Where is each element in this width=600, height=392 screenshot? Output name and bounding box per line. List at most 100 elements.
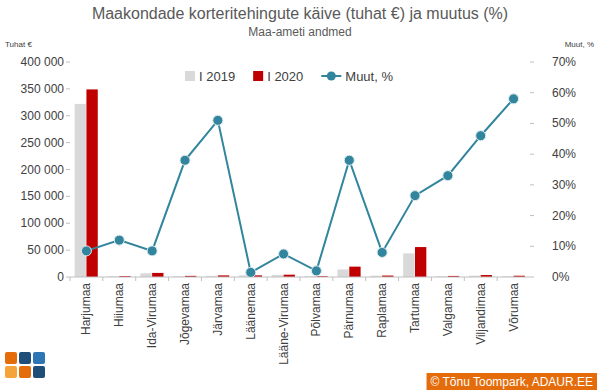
- y2-tick-label: 10%: [552, 239, 576, 253]
- annotation-text: © Tõnu Toompark, ADAUR.EE: [431, 375, 593, 389]
- bar: [140, 273, 151, 277]
- x-tick: [168, 277, 169, 281]
- y-tick-label: 300 000: [21, 109, 65, 123]
- x-tick: [497, 277, 498, 281]
- marker: [311, 266, 321, 276]
- y2-tick: [530, 123, 534, 124]
- y-tick: [66, 62, 70, 63]
- y-tick-label: 200 000: [21, 163, 65, 177]
- x-tick-label: Jõgevamaa: [178, 283, 192, 345]
- y-tick: [66, 142, 70, 143]
- bar: [152, 273, 163, 277]
- subtitle: Maa-ameti andmed: [248, 25, 351, 39]
- marker: [147, 246, 157, 256]
- x-tick-label: Harjumaa: [79, 283, 93, 335]
- y-tick: [66, 250, 70, 251]
- x-tick: [102, 277, 103, 281]
- x-tick: [201, 277, 202, 281]
- x-tick: [332, 277, 333, 281]
- x-tick-label: Pärnumaa: [342, 283, 356, 339]
- marker: [509, 94, 519, 104]
- y-tick: [66, 196, 70, 197]
- x-tick-label: Võrumaa: [507, 283, 521, 332]
- y2-tick-label: 50%: [552, 116, 576, 130]
- y2-tick: [530, 246, 534, 247]
- y-tick-label: 100 000: [21, 216, 65, 230]
- x-tick: [234, 277, 235, 281]
- line-marks: [81, 94, 518, 277]
- x-tick: [464, 277, 465, 281]
- y2-tick-label: 30%: [552, 178, 576, 192]
- y2-tick: [530, 154, 534, 155]
- legend-label: I 2020: [267, 69, 303, 84]
- y2-tick: [530, 277, 534, 278]
- marker: [476, 131, 486, 141]
- y-label: Tuhat €: [5, 40, 32, 49]
- logo-piece: [19, 366, 31, 378]
- marker: [180, 155, 190, 165]
- y2-tick: [530, 215, 534, 216]
- legend-swatch: [327, 72, 336, 81]
- y-tick: [66, 115, 70, 116]
- x-tick: [300, 277, 301, 281]
- marker: [410, 191, 420, 201]
- y-tick-label: 350 000: [21, 82, 65, 96]
- y-tick: [66, 169, 70, 170]
- bar: [349, 267, 360, 277]
- title: Maakondade korteritehingute käive (tuhat…: [92, 5, 508, 22]
- x-tick-label: Valgamaa: [441, 283, 455, 336]
- x-tick-label: Lääne-Virumaa: [277, 283, 291, 365]
- y2-tick-label: 0%: [552, 270, 570, 284]
- annotation: © Tõnu Toompark, ADAUR.EE: [427, 373, 597, 390]
- marker: [246, 267, 256, 277]
- y-tick-label: 150 000: [21, 189, 65, 203]
- x-tick-label: Viljandimaa: [474, 283, 488, 345]
- logo-piece: [33, 366, 45, 378]
- x-tick: [70, 277, 71, 281]
- y-tick-label: 400 000: [21, 55, 65, 69]
- marker: [377, 247, 387, 257]
- bar: [415, 247, 426, 277]
- annotation-box: [427, 373, 597, 390]
- y2-tick: [530, 62, 534, 63]
- x-tick: [365, 277, 366, 281]
- chart: Maakondade korteritehingute käive (tuhat…: [0, 0, 600, 392]
- y-tick-label: 0: [57, 270, 64, 284]
- legend-label: I 2019: [199, 69, 235, 84]
- marker: [443, 171, 453, 181]
- legend-label: Muut, %: [345, 69, 393, 84]
- bar: [403, 253, 414, 277]
- x-tick-label: Hiiumaa: [112, 283, 126, 327]
- x-tick-label: Raplamaa: [375, 283, 389, 338]
- logo-piece: [5, 352, 17, 364]
- y-tick-label: 50 000: [27, 243, 64, 257]
- x-tick-label: Läänemaa: [244, 283, 258, 340]
- x-tick-label: Järvamaa: [211, 283, 225, 336]
- y2-tick-label: 70%: [552, 55, 576, 69]
- marker: [114, 235, 124, 245]
- legend: I 2019 I 2020 Muut, %: [185, 69, 393, 84]
- y2-tick: [530, 184, 534, 185]
- y2-tick-label: 20%: [552, 209, 576, 223]
- plot-marks: [75, 89, 525, 277]
- x-tick: [398, 277, 399, 281]
- marker: [279, 249, 289, 259]
- y2-label: Muut, %: [565, 40, 594, 49]
- y2-tick-label: 40%: [552, 147, 576, 161]
- legend-swatch: [185, 71, 195, 81]
- y2-tick-label: 60%: [552, 86, 576, 100]
- legend-swatch: [253, 71, 263, 81]
- x-tick: [431, 277, 432, 281]
- marker: [81, 246, 91, 256]
- x-tick-label: Ida-Virumaa: [145, 283, 159, 348]
- y2-tick: [530, 92, 534, 93]
- logo-piece: [19, 352, 31, 364]
- logo: [5, 352, 45, 378]
- x-tick: [135, 277, 136, 281]
- bar: [337, 269, 348, 277]
- marker: [344, 155, 354, 165]
- x-tick: [267, 277, 268, 281]
- y-tick: [66, 88, 70, 89]
- y-tick: [66, 277, 70, 278]
- logo-piece: [33, 352, 45, 364]
